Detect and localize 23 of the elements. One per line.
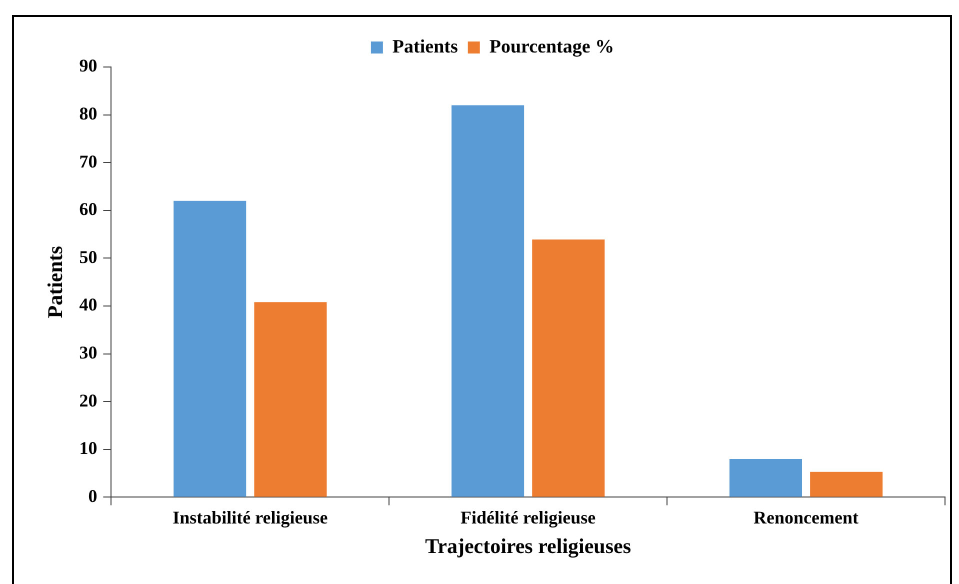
y-tick-label: 40 — [79, 294, 98, 315]
legend-label: Patients — [392, 36, 458, 58]
y-tick-label: 90 — [79, 56, 98, 76]
y-axis-title: Patients — [43, 246, 68, 318]
y-tick-label: 50 — [79, 246, 98, 267]
bar — [452, 105, 524, 497]
bar — [532, 240, 605, 497]
y-tick-label: 20 — [79, 390, 98, 410]
y-tick-label: 0 — [88, 486, 98, 506]
x-tick-label: Instabilité religieuse — [172, 508, 328, 528]
y-tick-label: 80 — [79, 103, 98, 124]
bar — [174, 200, 246, 497]
x-axis-title: Trajectoires religieuses — [425, 534, 632, 558]
legend-label: Pourcentage % — [489, 36, 614, 58]
x-tick-label: Renoncement — [754, 508, 859, 528]
y-tick-label: 30 — [79, 342, 98, 362]
bar — [810, 472, 883, 497]
bar — [254, 302, 327, 497]
y-tick-label: 10 — [79, 438, 98, 458]
y-tick-label: 70 — [79, 151, 98, 172]
y-tick-label: 60 — [79, 199, 98, 220]
x-tick-label: Fidélité religieuse — [460, 508, 596, 528]
bar — [729, 458, 802, 497]
